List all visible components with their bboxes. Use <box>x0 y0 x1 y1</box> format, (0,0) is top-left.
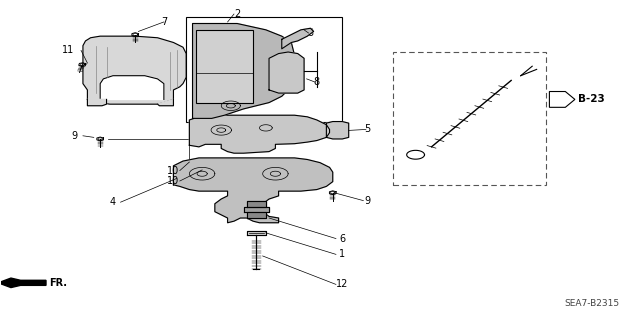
Text: 6: 6 <box>339 234 346 243</box>
Polygon shape <box>193 24 294 118</box>
Text: 10: 10 <box>167 166 180 175</box>
Polygon shape <box>100 76 164 100</box>
Text: 3: 3 <box>307 28 314 38</box>
Polygon shape <box>326 122 349 139</box>
Polygon shape <box>246 231 266 235</box>
Text: FR.: FR. <box>49 278 67 288</box>
Polygon shape <box>244 207 269 212</box>
Polygon shape <box>83 36 186 104</box>
Bar <box>394 52 546 185</box>
Polygon shape <box>157 100 173 106</box>
Text: 12: 12 <box>336 279 349 289</box>
Polygon shape <box>246 212 266 218</box>
Polygon shape <box>282 28 314 49</box>
Polygon shape <box>0 278 46 287</box>
Text: 7: 7 <box>161 17 167 27</box>
Text: 2: 2 <box>234 9 240 19</box>
Bar <box>186 17 342 122</box>
Text: 10: 10 <box>167 176 180 186</box>
Polygon shape <box>88 100 106 106</box>
Text: B-23: B-23 <box>578 94 605 104</box>
Text: 1: 1 <box>339 249 346 259</box>
Text: SEA7-B2315: SEA7-B2315 <box>564 299 620 308</box>
Polygon shape <box>246 201 266 207</box>
Bar <box>196 30 253 103</box>
Text: 8: 8 <box>314 77 320 87</box>
Polygon shape <box>189 115 330 153</box>
Text: 9: 9 <box>72 131 77 141</box>
Text: 11: 11 <box>62 45 74 56</box>
Polygon shape <box>549 92 575 107</box>
Text: 5: 5 <box>365 124 371 135</box>
Polygon shape <box>269 52 304 93</box>
Polygon shape <box>173 158 333 223</box>
Text: 9: 9 <box>365 196 371 206</box>
Text: 4: 4 <box>110 197 116 207</box>
